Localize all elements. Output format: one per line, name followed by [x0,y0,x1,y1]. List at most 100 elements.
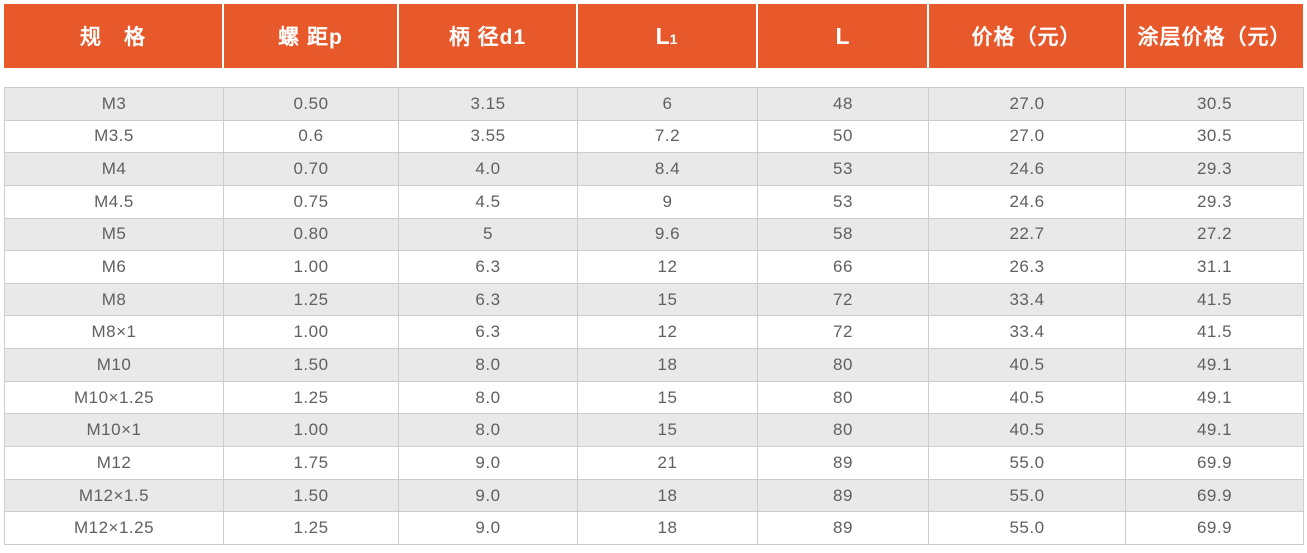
cell-price: 26.3 [928,250,1126,284]
cell-l1: 8.4 [577,152,758,186]
cell-l1: 12 [577,315,758,350]
cell-coated-price: 69.9 [1125,511,1304,545]
cell-l1: 12 [577,250,758,284]
cell-price: 40.5 [928,348,1126,382]
table-row: M10×1.25 1.25 8.0 15 80 40.5 49.1 [4,380,1304,415]
cell-coated-price: 31.1 [1125,250,1304,284]
col-header-l1-label: L [655,22,670,49]
cell-l1: 21 [577,446,758,480]
col-header-price: 价格（元） [927,4,1125,68]
cell-coated-price: 30.5 [1125,119,1304,154]
cell-l: 72 [757,282,929,317]
cell-coated-price: 41.5 [1125,315,1304,350]
table-header: 规 格 螺 距p 柄 径d1 L1 L 价格（元） 涂层价格（元） [4,4,1303,68]
cell-l1: 18 [577,478,758,513]
table-row: M10 1.50 8.0 18 80 40.5 49.1 [4,348,1304,382]
cell-pitch: 0.75 [223,184,399,219]
cell-shank-diameter: 9.0 [398,511,578,545]
cell-shank-diameter: 3.15 [398,87,578,121]
cell-pitch: 1.00 [223,250,399,284]
cell-spec: M4 [4,152,224,186]
cell-price: 33.4 [928,282,1126,317]
cell-l1: 18 [577,511,758,545]
cell-spec: M8 [4,282,224,317]
cell-spec: M3 [4,87,224,121]
cell-shank-diameter: 5 [398,217,578,252]
cell-shank-diameter: 6.3 [398,282,578,317]
cell-l1: 9.6 [577,217,758,252]
col-header-shank-diameter-label: 柄 径d1 [448,26,527,49]
cell-l1: 15 [577,380,758,415]
cell-spec: M10 [4,348,224,382]
cell-price: 24.6 [928,184,1126,219]
cell-price: 40.5 [928,413,1126,448]
cell-pitch: 1.00 [223,413,399,448]
table-row: M3 0.50 3.15 6 48 27.0 30.5 [4,87,1304,121]
col-header-l-label: L [835,22,850,49]
col-header-shank-diameter: 柄 径d1 [397,4,577,68]
col-header-spec: 规 格 [4,4,223,68]
cell-spec: M8×1 [4,315,224,350]
col-header-price-label: 价格（元） [971,26,1082,49]
table-row: M10×1 1.00 8.0 15 80 40.5 49.1 [4,413,1304,448]
cell-l: 89 [757,478,929,513]
cell-l: 80 [757,413,929,448]
col-header-pitch-label: 螺 距p [278,26,343,49]
cell-l: 66 [757,250,929,284]
cell-l: 80 [757,348,929,382]
cell-spec: M10×1.25 [4,380,224,415]
col-header-pitch: 螺 距p [222,4,398,68]
col-header-coated-price-label: 涂层价格（元） [1137,26,1292,49]
cell-shank-diameter: 3.55 [398,119,578,154]
cell-l: 50 [757,119,929,154]
cell-shank-diameter: 4.5 [398,184,578,219]
cell-shank-diameter: 6.3 [398,250,578,284]
cell-price: 24.6 [928,152,1126,186]
cell-price: 22.7 [928,217,1126,252]
cell-spec: M12×1.5 [4,478,224,513]
cell-l1: 7.2 [577,119,758,154]
table-row: M12×1.5 1.50 9.0 18 89 55.0 69.9 [4,478,1304,513]
cell-shank-diameter: 9.0 [398,446,578,480]
cell-price: 55.0 [928,446,1126,480]
cell-l1: 15 [577,413,758,448]
cell-pitch: 1.50 [223,348,399,382]
table-row: M12×1.25 1.25 9.0 18 89 55.0 69.9 [4,511,1304,545]
cell-l: 89 [757,511,929,545]
col-header-coated-price: 涂层价格（元） [1124,4,1303,68]
header-body-gap [4,68,1303,87]
cell-l: 53 [757,152,929,186]
cell-spec: M10×1 [4,413,224,448]
cell-coated-price: 69.9 [1125,478,1304,513]
cell-shank-diameter: 8.0 [398,348,578,382]
cell-coated-price: 29.3 [1125,152,1304,186]
cell-price: 40.5 [928,380,1126,415]
table-body: M3 0.50 3.15 6 48 27.0 30.5 M3.5 0.6 3.5… [4,87,1304,545]
cell-pitch: 1.00 [223,315,399,350]
cell-price: 27.0 [928,87,1126,121]
cell-pitch: 0.70 [223,152,399,186]
cell-shank-diameter: 4.0 [398,152,578,186]
cell-spec: M5 [4,217,224,252]
cell-l1: 15 [577,282,758,317]
cell-spec: M4.5 [4,184,224,219]
cell-pitch: 1.25 [223,380,399,415]
cell-coated-price: 49.1 [1125,413,1304,448]
cell-pitch: 0.6 [223,119,399,154]
cell-l: 89 [757,446,929,480]
cell-pitch: 1.75 [223,446,399,480]
table-row: M8×1 1.00 6.3 12 72 33.4 41.5 [4,315,1304,350]
cell-l: 72 [757,315,929,350]
cell-coated-price: 30.5 [1125,87,1304,121]
table-row: M6 1.00 6.3 12 66 26.3 31.1 [4,250,1304,284]
table-row: M8 1.25 6.3 15 72 33.4 41.5 [4,282,1304,317]
cell-l1: 18 [577,348,758,382]
cell-coated-price: 27.2 [1125,217,1304,252]
table-row: M5 0.80 5 9.6 58 22.7 27.2 [4,217,1304,252]
cell-pitch: 1.25 [223,511,399,545]
table-row: M4 0.70 4.0 8.4 53 24.6 29.3 [4,152,1304,186]
cell-shank-diameter: 8.0 [398,413,578,448]
col-header-l1: L1 [576,4,757,68]
cell-l: 80 [757,380,929,415]
